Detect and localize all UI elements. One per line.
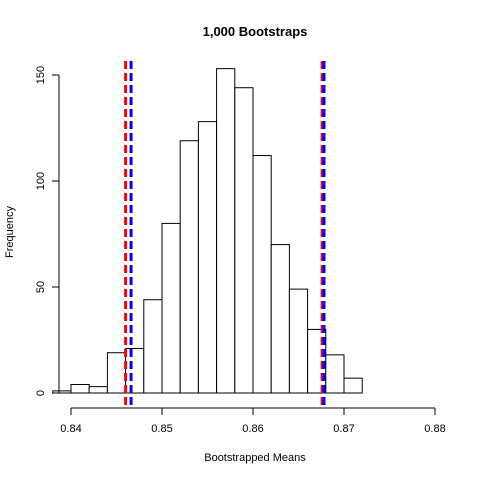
reference-lines — [124, 61, 326, 408]
histogram-bar — [143, 299, 163, 394]
x-tick-label: 0.85 — [151, 423, 172, 435]
histogram-bar — [252, 155, 272, 394]
y-axis: 0 50 100 150 — [35, 66, 60, 396]
histogram-bars — [52, 68, 363, 394]
histogram-bar — [161, 222, 181, 394]
x-axis-label: Bootstrapped Means — [204, 452, 306, 464]
chart-title: 1,000 Bootstraps — [203, 24, 308, 39]
y-axis-label: Frequency — [4, 206, 16, 258]
histogram-bar — [325, 354, 345, 394]
histogram-bar — [179, 140, 199, 394]
y-tick-label: 150 — [35, 66, 47, 84]
histogram-bar — [270, 244, 290, 394]
y-tick-label: 0 — [35, 390, 47, 396]
histogram-bar — [234, 87, 254, 394]
x-axis: 0.84 0.85 0.86 0.87 0.88 — [60, 407, 446, 435]
histogram-bar — [106, 352, 127, 394]
x-tick-label: 0.87 — [333, 423, 354, 435]
histogram-bar — [288, 288, 309, 394]
y-tick-label: 50 — [35, 281, 47, 293]
histogram-bar — [197, 121, 218, 394]
x-tick-label: 0.84 — [60, 423, 81, 435]
y-tick-label: 100 — [35, 172, 47, 190]
x-tick-label: 0.86 — [242, 423, 263, 435]
histogram-bar — [88, 386, 108, 394]
x-tick-label: 0.88 — [424, 423, 445, 435]
histogram-bar — [343, 377, 363, 394]
histogram-bar — [216, 68, 236, 394]
histogram-bar — [125, 347, 145, 394]
histogram-bar — [70, 384, 90, 394]
